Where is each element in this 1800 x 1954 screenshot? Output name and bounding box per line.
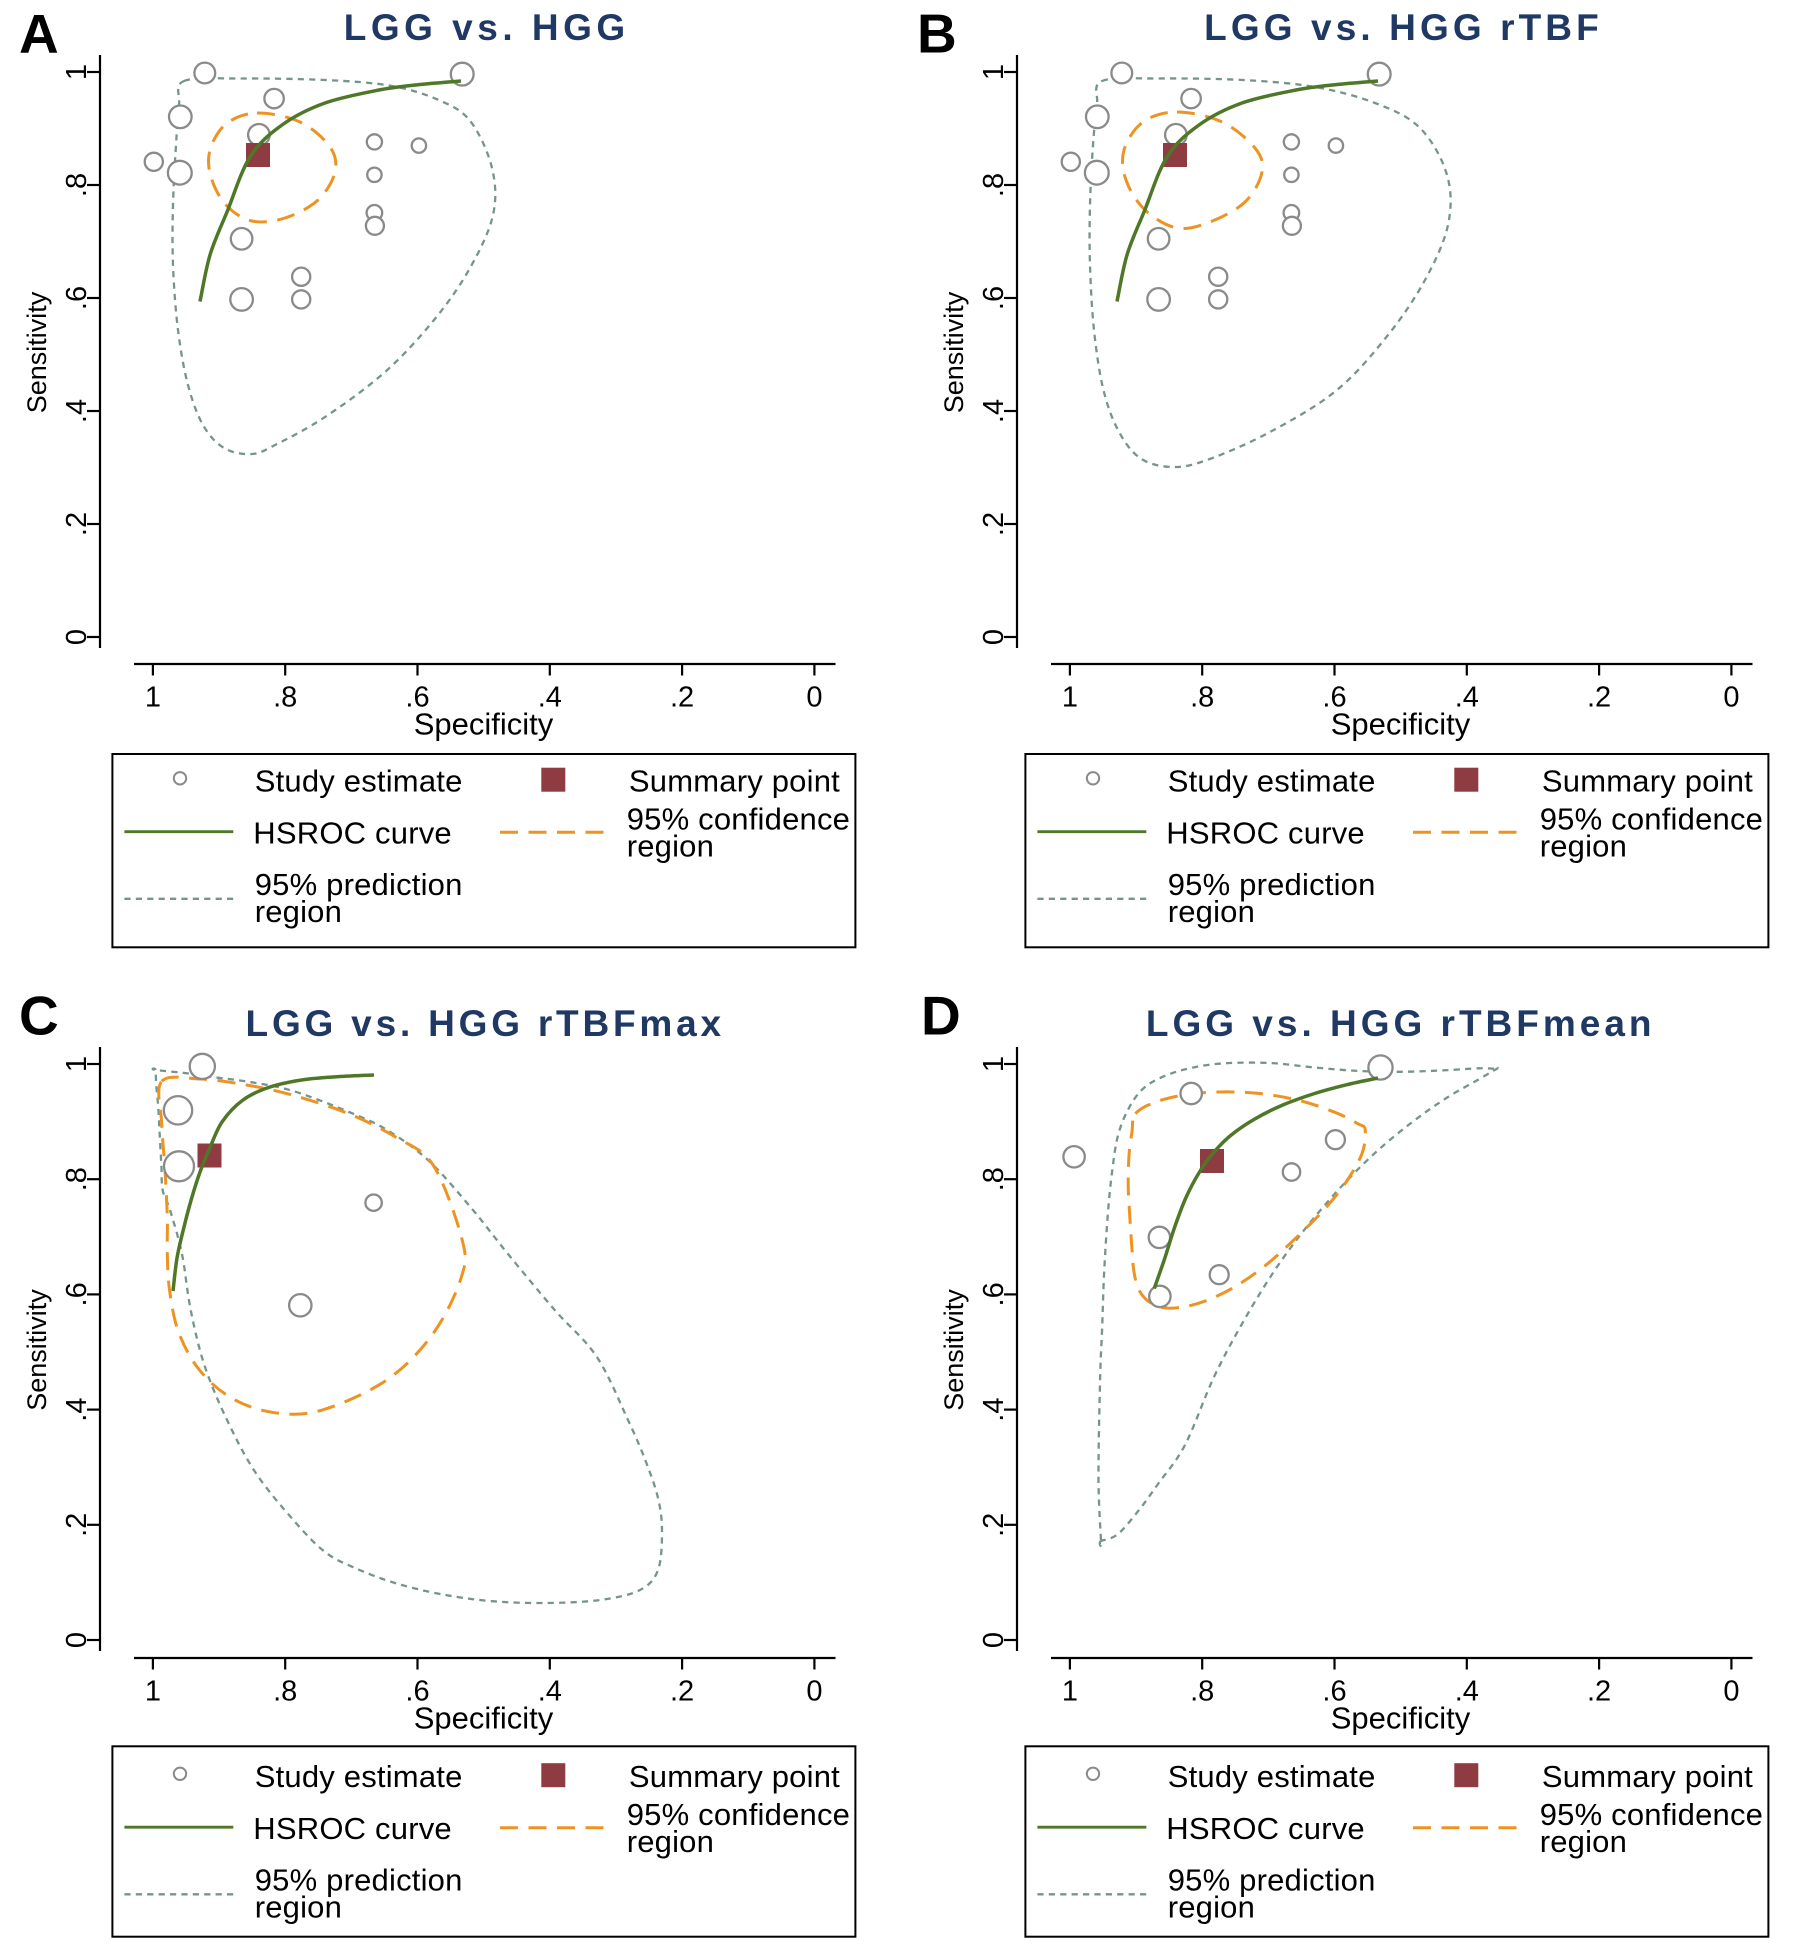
svg-text:.4: .4 xyxy=(1455,682,1479,714)
svg-text:0: 0 xyxy=(806,682,822,714)
svg-text:1: 1 xyxy=(61,64,93,80)
svg-text:Study estimate: Study estimate xyxy=(1168,1759,1376,1794)
svg-text:1: 1 xyxy=(145,682,161,714)
svg-text:LGG vs. HGG rTBF: LGG vs. HGG rTBF xyxy=(1204,7,1603,48)
svg-text:region: region xyxy=(1168,894,1255,929)
svg-text:1: 1 xyxy=(1062,682,1078,714)
svg-text:1: 1 xyxy=(978,1056,1010,1072)
svg-text:Study estimate: Study estimate xyxy=(255,764,463,799)
svg-text:region: region xyxy=(255,1889,342,1924)
svg-text:.6: .6 xyxy=(405,682,429,714)
svg-text:.8: .8 xyxy=(978,1167,1010,1191)
svg-text:.2: .2 xyxy=(1587,682,1611,714)
svg-text:Summary point: Summary point xyxy=(1542,764,1753,799)
svg-text:.4: .4 xyxy=(1455,1676,1479,1708)
svg-text:95% confidence: 95% confidence xyxy=(627,801,850,836)
svg-text:.2: .2 xyxy=(978,512,1010,536)
svg-text:.2: .2 xyxy=(61,1513,93,1537)
svg-text:.4: .4 xyxy=(978,399,1010,423)
svg-text:95% confidence: 95% confidence xyxy=(627,1797,850,1832)
svg-text:Sensitivity: Sensitivity xyxy=(22,1289,52,1411)
svg-text:.4: .4 xyxy=(978,1398,1010,1422)
svg-text:0: 0 xyxy=(61,1632,93,1648)
svg-text:LGG vs. HGG: LGG vs. HGG xyxy=(344,7,630,48)
svg-text:95% confidence: 95% confidence xyxy=(1540,1797,1763,1832)
svg-text:.2: .2 xyxy=(670,1676,694,1708)
svg-text:1: 1 xyxy=(61,1056,93,1072)
svg-text:0: 0 xyxy=(806,1676,822,1708)
svg-text:.4: .4 xyxy=(61,399,93,423)
svg-text:.6: .6 xyxy=(405,1676,429,1708)
svg-text:95% confidence: 95% confidence xyxy=(1540,801,1763,836)
svg-text:Sensitivity: Sensitivity xyxy=(939,291,969,413)
svg-text:95% prediction: 95% prediction xyxy=(255,867,463,902)
svg-text:region: region xyxy=(1540,1824,1627,1859)
svg-text:.8: .8 xyxy=(1190,1676,1214,1708)
svg-text:Summary point: Summary point xyxy=(1542,1759,1753,1794)
svg-text:Specificity: Specificity xyxy=(414,1701,554,1736)
svg-text:0: 0 xyxy=(978,629,1010,645)
svg-text:region: region xyxy=(627,1824,714,1859)
svg-text:LGG vs. HGG rTBFmax: LGG vs. HGG rTBFmax xyxy=(246,1003,725,1044)
svg-text:.8: .8 xyxy=(273,682,297,714)
svg-text:.6: .6 xyxy=(61,286,93,310)
svg-text:0: 0 xyxy=(1723,682,1739,714)
svg-text:HSROC curve: HSROC curve xyxy=(253,1811,452,1846)
svg-text:95% prediction: 95% prediction xyxy=(1168,867,1376,902)
svg-text:Sensitivity: Sensitivity xyxy=(939,1289,969,1411)
svg-text:.6: .6 xyxy=(61,1282,93,1306)
svg-text:.6: .6 xyxy=(978,286,1010,310)
svg-text:.4: .4 xyxy=(61,1398,93,1422)
svg-text:.2: .2 xyxy=(1587,1676,1611,1708)
svg-text:HSROC curve: HSROC curve xyxy=(1166,816,1365,851)
svg-text:0: 0 xyxy=(978,1632,1010,1648)
svg-text:Summary point: Summary point xyxy=(629,1759,840,1794)
svg-text:HSROC curve: HSROC curve xyxy=(253,816,452,851)
svg-text:.8: .8 xyxy=(1190,682,1214,714)
svg-text:B: B xyxy=(917,3,957,65)
svg-text:1: 1 xyxy=(1062,1676,1078,1708)
svg-text:.2: .2 xyxy=(61,512,93,536)
svg-text:region: region xyxy=(1540,828,1627,863)
svg-text:C: C xyxy=(19,985,59,1047)
svg-text:D: D xyxy=(921,985,961,1047)
svg-text:.6: .6 xyxy=(1322,1676,1346,1708)
svg-text:Study estimate: Study estimate xyxy=(255,1759,463,1794)
svg-text:region: region xyxy=(627,828,714,863)
svg-text:.8: .8 xyxy=(61,173,93,197)
svg-text:Specificity: Specificity xyxy=(414,707,554,742)
svg-text:region: region xyxy=(1168,1889,1255,1924)
svg-text:.8: .8 xyxy=(273,1676,297,1708)
svg-text:.6: .6 xyxy=(1322,682,1346,714)
svg-text:HSROC curve: HSROC curve xyxy=(1166,1811,1365,1846)
svg-text:.8: .8 xyxy=(978,173,1010,197)
svg-text:Specificity: Specificity xyxy=(1331,707,1471,742)
svg-text:.6: .6 xyxy=(978,1282,1010,1306)
svg-text:Specificity: Specificity xyxy=(1331,1701,1471,1736)
svg-text:95% prediction: 95% prediction xyxy=(1168,1862,1376,1897)
svg-text:0: 0 xyxy=(1723,1676,1739,1708)
svg-text:LGG vs. HGG rTBFmean: LGG vs. HGG rTBFmean xyxy=(1146,1003,1656,1044)
svg-text:.2: .2 xyxy=(670,682,694,714)
svg-text:A: A xyxy=(19,3,59,65)
svg-text:region: region xyxy=(255,894,342,929)
svg-text:Sensitivity: Sensitivity xyxy=(22,291,52,413)
svg-text:.4: .4 xyxy=(538,682,562,714)
svg-text:.4: .4 xyxy=(538,1676,562,1708)
svg-text:1: 1 xyxy=(145,1676,161,1708)
svg-text:1: 1 xyxy=(978,64,1010,80)
svg-text:95% prediction: 95% prediction xyxy=(255,1862,463,1897)
svg-text:Summary point: Summary point xyxy=(629,764,840,799)
svg-text:0: 0 xyxy=(61,629,93,645)
svg-text:.8: .8 xyxy=(61,1167,93,1191)
svg-text:.2: .2 xyxy=(978,1513,1010,1537)
svg-text:Study estimate: Study estimate xyxy=(1168,764,1376,799)
